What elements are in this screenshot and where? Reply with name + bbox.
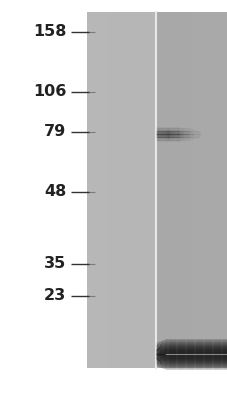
Bar (146, 12, 150, 368)
Bar (121, 12, 125, 368)
Bar (192, 12, 195, 368)
Bar (0, 0, 86, 400)
Bar (114, 12, 118, 368)
Bar (206, 12, 209, 368)
Bar (188, 12, 192, 368)
Text: 48: 48 (44, 184, 66, 200)
Bar (136, 12, 139, 368)
Bar (171, 12, 174, 368)
Bar (185, 12, 188, 368)
Bar (118, 12, 121, 368)
Bar (125, 12, 128, 368)
Bar (202, 12, 206, 368)
Bar (209, 12, 213, 368)
Bar (86, 12, 90, 368)
Bar (155, 12, 227, 368)
Text: 106: 106 (33, 84, 66, 100)
Bar (150, 12, 153, 368)
Text: 23: 23 (44, 288, 66, 304)
Bar (181, 12, 185, 368)
Bar (216, 12, 220, 368)
Bar (100, 12, 104, 368)
Bar (107, 12, 111, 368)
Bar (213, 12, 216, 368)
Bar (178, 12, 181, 368)
Bar (143, 12, 146, 368)
Bar (199, 12, 202, 368)
Bar (128, 12, 132, 368)
Bar (132, 12, 136, 368)
Bar (86, 12, 155, 368)
Bar (111, 12, 114, 368)
Bar (223, 12, 227, 368)
Bar (153, 12, 157, 368)
Bar (104, 12, 107, 368)
Text: 158: 158 (33, 24, 66, 40)
Bar (167, 12, 171, 368)
Bar (174, 12, 178, 368)
Bar (160, 12, 164, 368)
Bar (90, 12, 93, 368)
Text: 79: 79 (44, 124, 66, 140)
Bar (93, 12, 97, 368)
Bar (195, 12, 199, 368)
Bar (220, 12, 223, 368)
Text: 35: 35 (44, 256, 66, 272)
Bar (157, 12, 160, 368)
Bar (139, 12, 143, 368)
Bar (164, 12, 167, 368)
Bar (97, 12, 100, 368)
